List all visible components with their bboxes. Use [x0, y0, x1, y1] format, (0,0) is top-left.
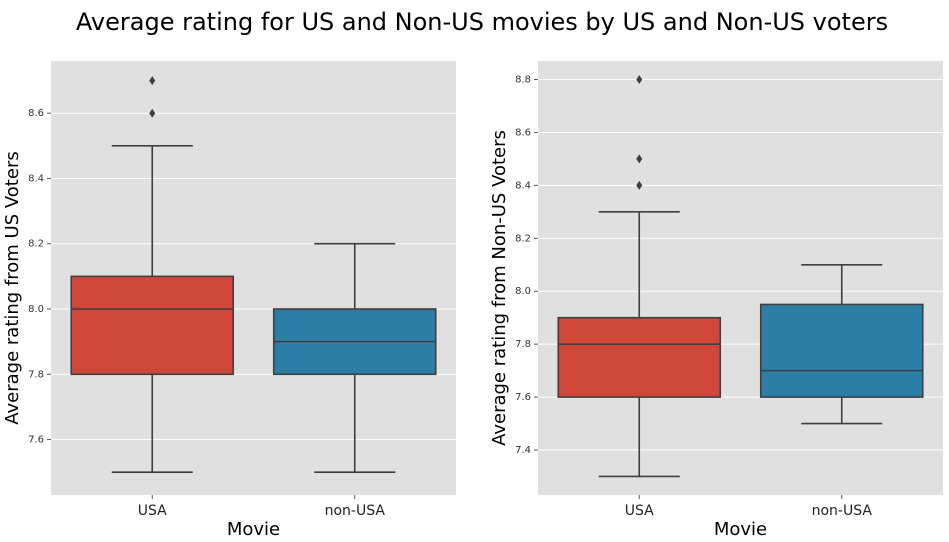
x-tick-label: USA — [625, 503, 654, 519]
y-tick-label: 8.0 — [28, 304, 44, 315]
y-tick-label: 8.4 — [28, 173, 44, 184]
y-tick-label: 8.8 — [515, 75, 531, 86]
y-tick-label: 7.6 — [515, 392, 531, 403]
y-tick-label: 8.0 — [515, 286, 531, 297]
box-iqr — [557, 316, 722, 398]
box-usa — [557, 75, 722, 478]
x-axis-label: Movie — [227, 519, 280, 540]
y-tick-label: 8.6 — [28, 108, 44, 119]
y-tick-label: 7.8 — [28, 369, 44, 380]
outlier-point — [149, 108, 156, 118]
box-non-usa — [272, 242, 437, 473]
outlier-point — [149, 76, 156, 86]
y-tick-label: 8.2 — [515, 233, 531, 244]
x-tick-label: non-USA — [812, 503, 873, 519]
x-tick-label: non-USA — [325, 503, 386, 519]
y-tick-label: 7.8 — [515, 339, 531, 350]
outlier-point — [636, 180, 643, 190]
y-axis-label: Average rating from US Voters — [2, 151, 23, 424]
plot-area — [538, 61, 943, 495]
y-tick-label: 7.4 — [515, 445, 531, 456]
box-iqr — [70, 275, 235, 376]
y-axis-label: Average rating from Non-US Voters — [489, 130, 510, 446]
left-chart-panel: 7.6 7.8 8.0 8.2 8.4 8.6 USA non-USA Movie Average… — [2, 61, 456, 540]
figure-title: Average rating for US and Non-US movies … — [76, 8, 888, 36]
outlier-point — [636, 154, 643, 164]
x-axis-label: Movie — [714, 519, 767, 540]
outlier-point — [636, 75, 643, 85]
y-tick-label: 8.6 — [515, 127, 531, 138]
y-tick-label: 8.4 — [515, 180, 531, 191]
box-usa — [70, 76, 235, 473]
y-tick-label: 8.2 — [28, 239, 44, 250]
y-tick-label: 7.6 — [28, 435, 44, 446]
box-iqr — [759, 303, 924, 398]
box-non-usa — [759, 263, 924, 425]
x-tick-label: USA — [138, 503, 167, 519]
right-chart-panel: 7.4 7.6 7.8 8.0 8.2 8.4 8.6 8.8 USA non-USA Movie A… — [489, 61, 943, 540]
